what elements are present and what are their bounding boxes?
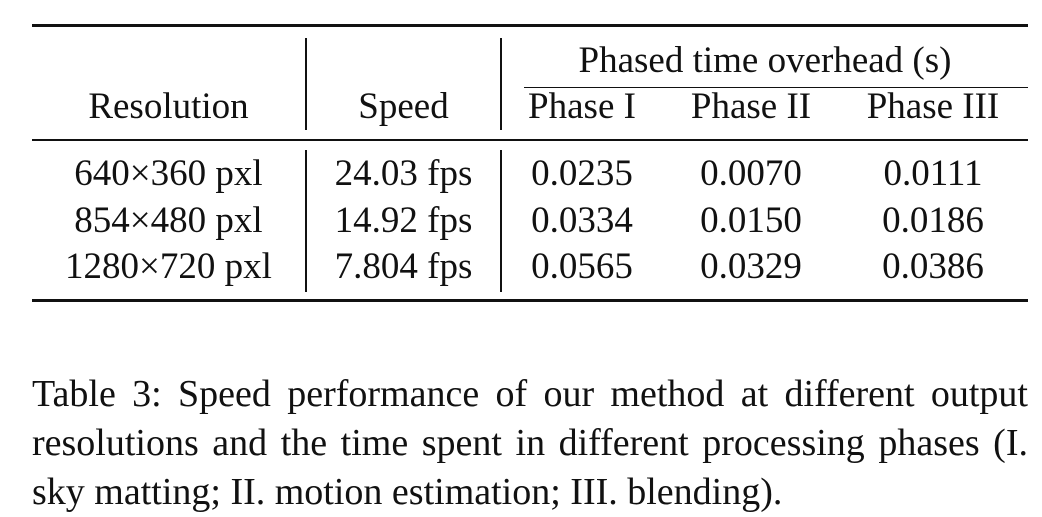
header-phase-2: Phase II [690, 86, 812, 127]
cell-phase-2: 0.0150 [700, 200, 802, 241]
results-table: Phased time overhead (s) Resolution Spee… [32, 0, 1028, 310]
cell-phase-2: 0.0070 [700, 153, 802, 194]
cell-speed: 14.92 fps [334, 200, 473, 241]
column-separator [305, 38, 307, 130]
cell-phase-3: 0.0386 [882, 246, 984, 287]
phase-group-rule [524, 87, 1028, 88]
header-phase-1: Phase I [528, 86, 636, 127]
header-resolution: Resolution [88, 86, 249, 127]
column-separator [500, 38, 502, 130]
cell-resolution: 640×360 pxl [74, 153, 263, 194]
table-top-rule [32, 24, 1028, 27]
phase-group-header: Phased time overhead (s) [578, 40, 952, 81]
cell-phase-3: 0.0111 [883, 153, 983, 194]
cell-phase-1: 0.0334 [531, 200, 633, 241]
cell-phase-1: 0.0235 [531, 153, 633, 194]
cell-phase-3: 0.0186 [882, 200, 984, 241]
column-separator [305, 150, 307, 292]
header-speed: Speed [358, 86, 449, 127]
header-phase-3: Phase III [866, 86, 1000, 127]
cell-resolution: 854×480 pxl [74, 200, 263, 241]
table-header-rule [32, 139, 1028, 141]
cell-phase-1: 0.0565 [531, 246, 633, 287]
table-caption: Table 3: Speed performance of our method… [32, 373, 1028, 513]
column-separator [500, 150, 502, 292]
table-bottom-rule [32, 299, 1028, 302]
cell-phase-2: 0.0329 [700, 246, 802, 287]
cell-resolution: 1280×720 pxl [65, 246, 272, 287]
cell-speed: 24.03 fps [334, 153, 473, 194]
cell-speed: 7.804 fps [334, 246, 473, 287]
